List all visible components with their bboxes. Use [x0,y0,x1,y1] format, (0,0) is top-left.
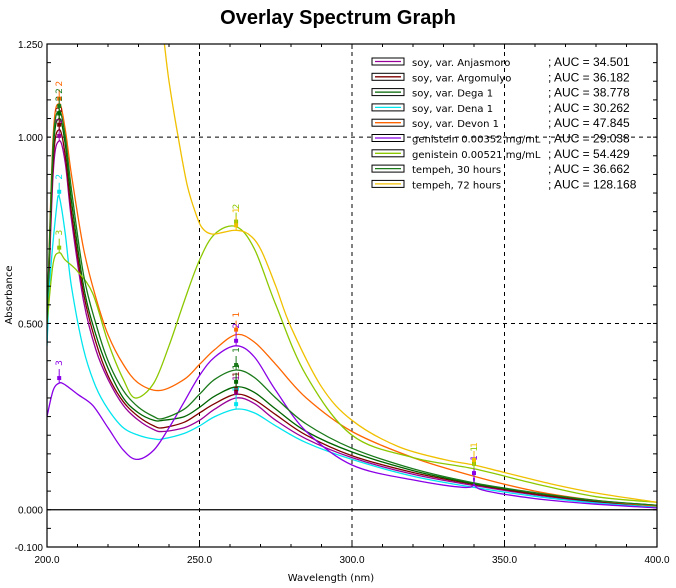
peak-dot [234,363,239,368]
legend-auc: ; AUC = 54.429 [548,147,630,161]
peak-label: 2 [55,118,65,124]
peak-label: 2 [232,204,242,210]
peak-label: 2 [55,81,65,87]
legend-item: soy, var. Anjasmoro ; AUC = 34.501 [371,55,630,69]
axis-ticks [46,43,658,548]
peak-dot [57,376,62,381]
legend-auc: ; AUC = 30.262 [548,101,630,115]
peak-dot [234,327,239,332]
peak-label: 1 [470,442,480,448]
legend-auc: ; AUC = 128.168 [548,177,637,191]
legend-auc: ; AUC = 34.501 [548,55,630,69]
legend-item: soy, var. Argomulyo ; AUC = 36.182 [371,70,630,84]
y-tick-label: 1.250 [18,40,43,51]
x-tick-label: 250.0 [187,555,212,566]
legend-item: soy, var. Devon 1 ; AUC = 47.845 [371,116,630,130]
series-line-1 [47,129,657,507]
peak-dot [57,189,62,194]
legend-label: soy, var. Anjasmoro [412,58,510,69]
series-line-6 [47,225,657,503]
y-tick-label: 0.000 [18,506,43,517]
x-tick-label: 400.0 [644,555,669,566]
peak-dot [234,402,239,407]
series-line-7 [47,110,657,506]
grid-lines [47,44,657,547]
peak-dot [57,111,62,116]
y-tick-labels: -0.100 0.000 0.500 1.000 1.250 [15,40,44,554]
y-tick-label: -0.100 [15,543,44,554]
legend-label: soy, var. Devon 1 [412,119,499,130]
series-line-0 [47,140,657,508]
peak-label: 3 [55,360,65,366]
legend-label: tempeh, 72 hours [412,180,501,191]
peak-dot [472,471,476,476]
legend-label: soy, var. Dega 1 [412,89,493,100]
peak-dot [234,387,239,392]
y-axis-label: Absorbance [4,265,15,324]
peak-label: 1 [232,386,242,392]
peak-label: 1 [232,312,242,318]
legend-auc: ; AUC = 29.038 [548,132,630,146]
legend-auc: ; AUC = 36.182 [548,70,630,84]
peak-label: 1 [232,207,242,213]
x-tick-label: 200.0 [34,555,59,566]
peak-dot [472,458,476,463]
peak-dot [234,338,239,343]
legend-item: genistein 0.00521 mg/mL ; AUC = 54.429 [371,147,630,161]
series-line-5 [47,345,657,509]
legend-auc: ; AUC = 47.845 [548,116,630,130]
legend-auc: ; AUC = 38.778 [548,86,630,100]
peak-label: 2 [232,323,242,329]
x-tick-label: 350.0 [492,555,517,566]
peak-label: 1 [232,347,242,353]
peak-label: 1 [232,375,242,381]
peak-label: 2 [55,107,65,113]
legend-label: soy, var. Argomulyo [412,73,511,84]
legend-label: genistein 0.00521 mg/mL [412,150,541,161]
peak-dot [57,133,62,138]
peak-label: 1 [470,446,480,452]
x-axis-label: Wavelength (nm) [288,573,374,584]
peak-label: 1 [232,371,242,377]
peak-label: 2 [55,88,65,94]
y-tick-label: 1.000 [18,133,43,144]
chart-title: Overlay Spectrum Graph [220,7,456,29]
series-line-8 [163,44,657,503]
series-line-3 [47,194,657,508]
peak-label: 3 [55,230,65,236]
peak-dot [57,104,62,109]
peak-dot [234,223,239,228]
peak-markers: 21212121213213212111 [55,81,480,479]
legend-label: soy, var. Dena 1 [412,104,493,115]
peak-label: 2 [55,174,65,180]
y-tick-label: 0.500 [18,319,43,330]
legend-item: genistein 0.00352 mg/mL ; AUC = 29.038 [371,132,630,146]
legend-item: tempeh, 72 hours ; AUC = 128.168 [371,177,637,191]
series-line-2 [47,117,657,506]
legend-label: genistein 0.00352 mg/mL [412,135,541,146]
series-lines [47,44,657,509]
legend-label: tempeh, 30 hours [412,165,501,176]
legend-item: tempeh, 30 hours ; AUC = 36.662 [371,162,630,176]
peak-dot [57,245,62,250]
x-tick-labels: 200.0 250.0 300.0 350.0 400.0 [34,555,669,566]
legend-item: soy, var. Dega 1 ; AUC = 38.778 [371,86,630,100]
x-tick-label: 300.0 [339,555,364,566]
legend-item: soy, var. Dena 1 ; AUC = 30.262 [371,101,630,115]
peak-dot [234,379,239,384]
legend-auc: ; AUC = 36.662 [548,162,630,176]
peak-dot [57,122,62,127]
